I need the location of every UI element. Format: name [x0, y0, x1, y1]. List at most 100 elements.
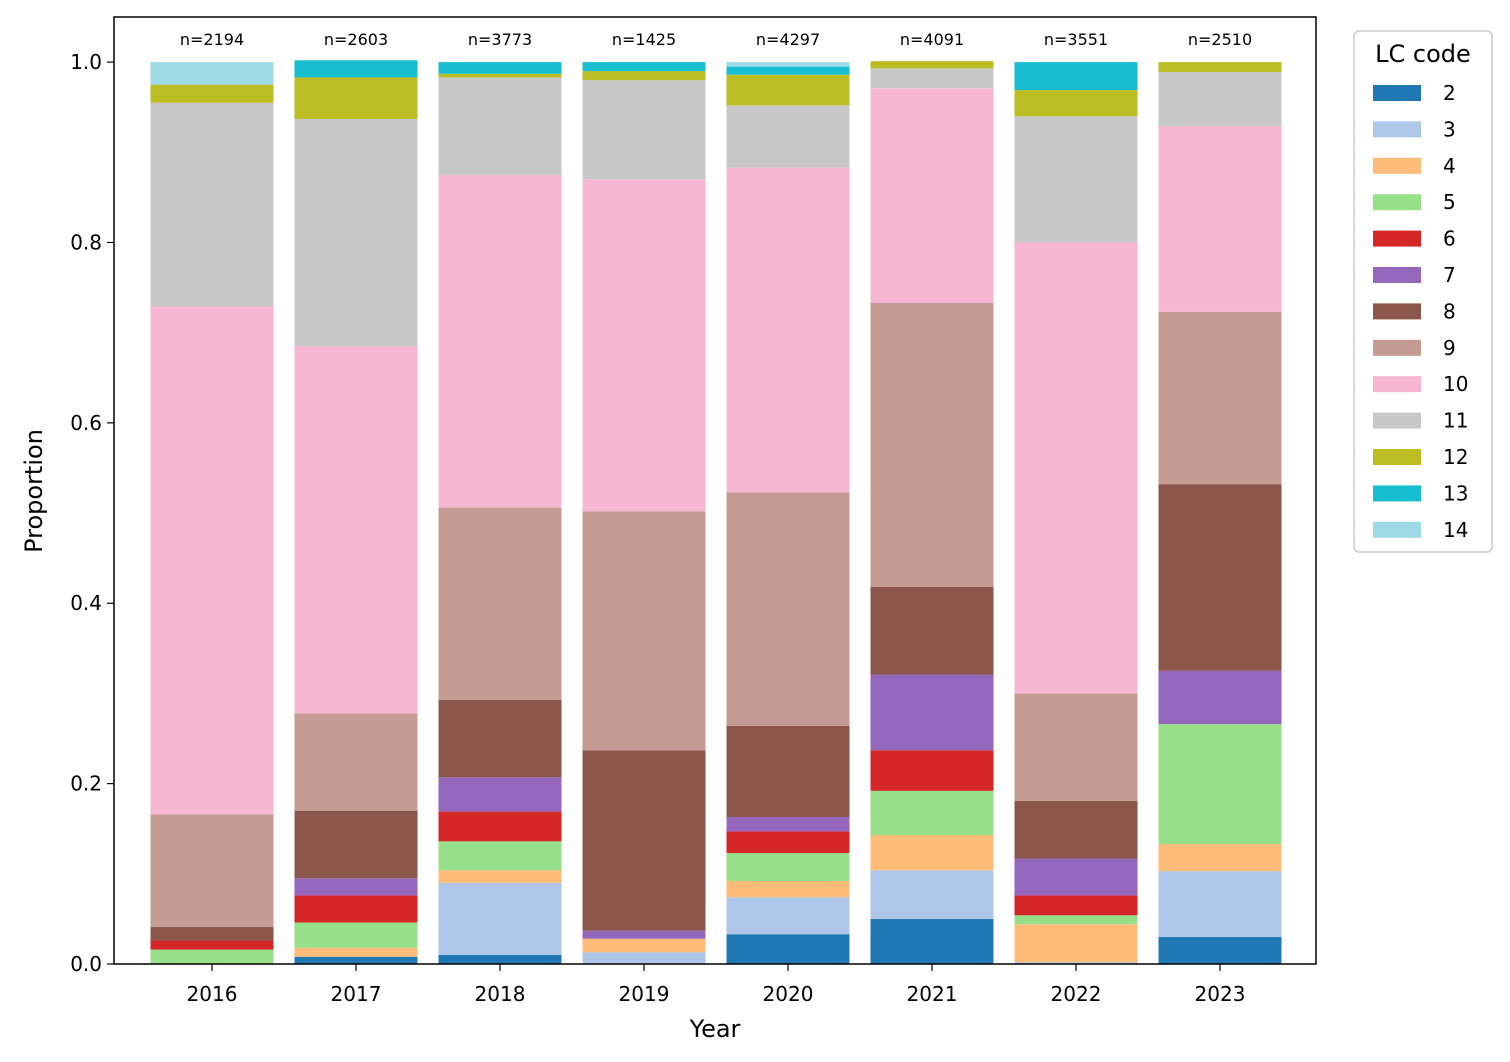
- bar-2016-lc9: [150, 814, 274, 928]
- bar-2018-lc10: [438, 174, 562, 508]
- bar-2018-lc4: [438, 870, 562, 883]
- bar-2021-lc7: [870, 674, 994, 751]
- legend-swatch-2: [1373, 85, 1421, 101]
- bar-2021-lc4: [870, 835, 994, 871]
- legend-label-12: 12: [1443, 445, 1468, 469]
- legend: LC code 2 3 4 5 6 7 8 9 10 11 12 13 14: [1353, 30, 1493, 553]
- bar-2017-lc10: [294, 346, 418, 714]
- bar-2019-lc9: [582, 511, 706, 751]
- count-label-2016: n=2194: [180, 30, 244, 49]
- legend-swatch-6: [1373, 230, 1421, 247]
- count-label-2018: n=3773: [468, 30, 532, 49]
- bar-2018-lc9: [438, 507, 562, 700]
- count-label-2023: n=2510: [1188, 30, 1252, 49]
- bar-2016-lc5: [150, 949, 274, 964]
- bar-2022-lc4: [1014, 924, 1138, 963]
- bar-2018-lc7: [438, 777, 562, 812]
- bar-2018-lc5: [438, 841, 562, 871]
- bar-2021-lc11: [870, 68, 994, 89]
- x-tick-label: 2022: [1051, 982, 1102, 1006]
- bar-2021-lc5: [870, 790, 994, 836]
- legend-swatch-5: [1373, 194, 1421, 211]
- bar-2020-lc2: [726, 934, 850, 964]
- bar-2022-lc9: [1014, 693, 1138, 801]
- bar-2019-lc4: [582, 938, 706, 953]
- legend-swatch-8: [1373, 303, 1421, 320]
- x-axis: 2016 2017 2018 2019 2020 2021 2022 2023: [187, 964, 1245, 1006]
- bar-2020-lc5: [726, 853, 850, 882]
- bar-2019-lc12: [582, 71, 706, 81]
- bar-2020-lc13: [726, 66, 850, 75]
- bar-2023-lc3: [1158, 871, 1282, 937]
- bar-2022-lc8: [1014, 800, 1138, 859]
- count-label-2021: n=4091: [900, 30, 964, 49]
- bar-2018-lc13: [438, 62, 562, 74]
- x-tick-label: 2017: [331, 982, 382, 1006]
- bar-2018-lc3: [438, 882, 562, 955]
- y-axis: 0.0 0.2 0.4 0.6 0.8 1.0: [70, 50, 114, 976]
- bar-2021-lc3: [870, 870, 994, 919]
- legend-swatch-14: [1373, 521, 1421, 538]
- bar-2021-lc2: [870, 918, 994, 964]
- bar-2017-lc11: [294, 118, 418, 347]
- bar-2022-lc13: [1014, 62, 1138, 91]
- legend-label-9: 9: [1443, 336, 1456, 360]
- x-tick-label: 2021: [907, 982, 958, 1006]
- bar-2020-lc7: [726, 816, 850, 832]
- bar-2016-lc8: [150, 927, 274, 941]
- legend-swatch-9: [1373, 339, 1421, 356]
- legend-label-7: 7: [1443, 263, 1456, 287]
- bar-2022-lc10: [1014, 242, 1138, 694]
- y-tick-label: 0.0: [70, 952, 102, 976]
- bar-2020-lc3: [726, 897, 850, 935]
- bar-2016-lc10: [150, 306, 274, 815]
- bar-2018-lc2: [438, 954, 562, 964]
- bar-2017-lc6: [294, 895, 418, 923]
- legend-label-2: 2: [1443, 81, 1456, 105]
- legend-label-6: 6: [1443, 227, 1456, 251]
- legend-items: 2 3 4 5 6 7 8 9 10 11 12 13 14: [1373, 81, 1468, 542]
- bar-2018-lc12: [438, 73, 562, 78]
- legend-swatch-4: [1373, 157, 1421, 174]
- bar-2023-lc7: [1158, 670, 1282, 725]
- bar-2016-lc12: [150, 84, 274, 103]
- bar-2018-lc8: [438, 699, 562, 778]
- bar-2023-lc8: [1158, 484, 1282, 671]
- bar-2018-lc11: [438, 77, 562, 175]
- bar-2016-lc14: [150, 62, 274, 85]
- bar-2022-lc3: [1014, 962, 1138, 964]
- legend-swatch-10: [1373, 376, 1421, 393]
- bar-2019-lc3: [582, 952, 706, 964]
- bar-2019-lc7: [582, 930, 706, 939]
- x-tick-label: 2018: [475, 982, 526, 1006]
- bar-2018-lc6: [438, 811, 562, 842]
- bar-2020-lc4: [726, 881, 850, 898]
- bar-2020-lc12: [726, 74, 850, 106]
- bar-2017-lc5: [294, 922, 418, 948]
- legend-swatch-3: [1373, 121, 1421, 138]
- legend-frame: [1353, 30, 1493, 553]
- bar-2017-lc9: [294, 713, 418, 811]
- count-label-2022: n=3551: [1044, 30, 1108, 49]
- bar-2017-lc2: [294, 956, 418, 964]
- y-tick-label: 0.2: [70, 772, 102, 796]
- bar-2023-lc11: [1158, 72, 1282, 127]
- count-labels: n=2194 n=2603 n=3773 n=1425 n=4297 n=4091 n=35…: [180, 30, 1252, 49]
- legend-label-10: 10: [1443, 372, 1468, 396]
- bar-2023-lc4: [1158, 844, 1282, 872]
- y-tick-label: 0.8: [70, 230, 102, 254]
- bar-2020-lc10: [726, 167, 850, 493]
- count-label-2017: n=2603: [324, 30, 388, 49]
- bar-2017-lc8: [294, 810, 418, 879]
- x-tick-label: 2019: [619, 982, 670, 1006]
- bar-2021-lc9: [870, 302, 994, 587]
- legend-swatch-13: [1373, 485, 1421, 502]
- bar-2020-lc14: [726, 62, 850, 67]
- bar-2016-lc6: [150, 940, 274, 950]
- bar-2021-lc6: [870, 750, 994, 791]
- bar-2023-lc2: [1158, 936, 1282, 964]
- bar-2022-lc6: [1014, 895, 1138, 916]
- count-label-2019: n=1425: [612, 30, 676, 49]
- bar-2021-lc8: [870, 587, 994, 675]
